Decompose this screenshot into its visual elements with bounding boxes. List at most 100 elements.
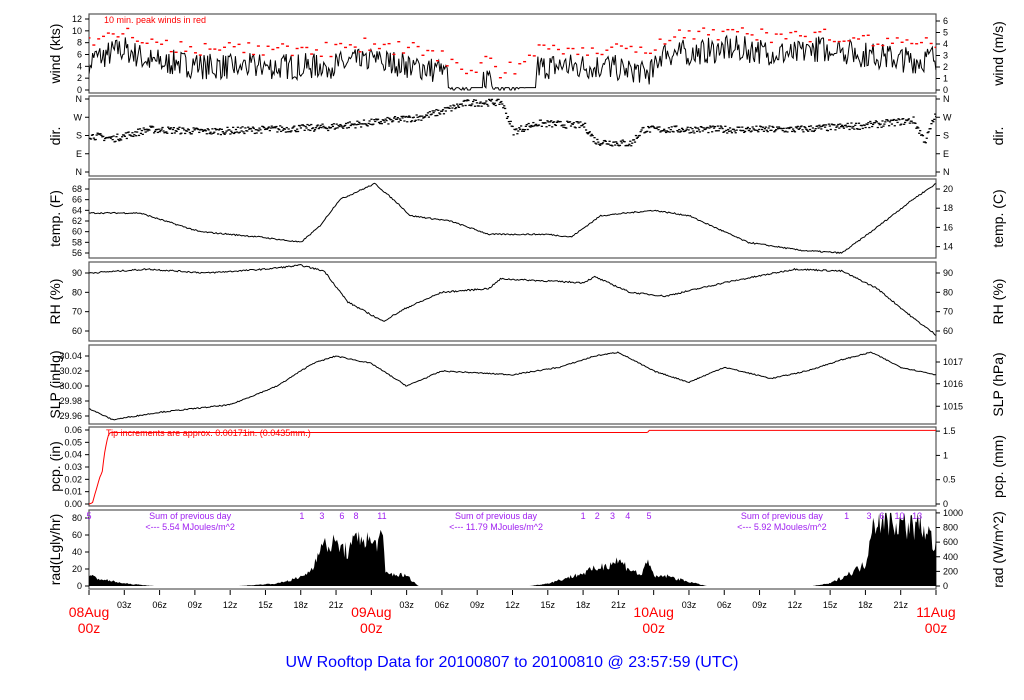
- wind-dir-point: [561, 124, 564, 126]
- wind-dir-point: [931, 119, 934, 122]
- peak-wind-mark: [484, 55, 488, 58]
- wind-dir-point: [336, 127, 339, 129]
- y-axis-label-right: RH (%): [990, 279, 1006, 325]
- wind-dir-point: [750, 130, 753, 132]
- wind-dir-point: [853, 128, 856, 130]
- peak-wind-mark: [252, 53, 256, 56]
- wind-dir-point: [629, 140, 632, 142]
- peak-wind-mark: [924, 37, 928, 39]
- wind-dir-point: [222, 132, 225, 134]
- wind-dir-point: [256, 129, 259, 131]
- wind-dir-point: [426, 112, 430, 114]
- wind-dir-point: [915, 127, 918, 129]
- x-tick-label: 18z: [293, 600, 308, 610]
- wind-dir-point: [747, 129, 750, 132]
- peak-wind-mark: [619, 45, 623, 47]
- wind-dir-point: [390, 119, 393, 121]
- wind-dir-point: [417, 119, 420, 121]
- wind-dir-point: [630, 145, 633, 147]
- wind-dir-point: [339, 123, 342, 126]
- wind-dir-point: [120, 136, 124, 138]
- wind-dir-point: [221, 131, 224, 133]
- wind-dir-point: [342, 127, 345, 129]
- peak-wind-mark: [310, 53, 314, 55]
- wind-dir-point: [522, 130, 526, 132]
- wind-dir-point: [640, 129, 643, 131]
- peak-wind-mark: [348, 44, 352, 46]
- wind-dir-point: [535, 123, 538, 126]
- wind-dir-point: [577, 122, 580, 124]
- wind-dir-point: [167, 126, 170, 128]
- wind-dir-point: [470, 104, 473, 107]
- left-tick-label: 60: [72, 227, 82, 237]
- peak-wind-mark: [160, 43, 164, 45]
- wind-dir-point: [935, 115, 936, 118]
- x-tick-label: 15z: [258, 600, 273, 610]
- wind-dir-point: [520, 125, 523, 127]
- wind-dir-point: [757, 131, 760, 133]
- wind-dir-point: [740, 130, 743, 132]
- peak-wind-mark: [503, 72, 507, 74]
- wind-dir-point: [892, 118, 895, 121]
- right-tick-label: 60: [943, 326, 953, 336]
- wind-dir-point: [727, 128, 730, 131]
- wind-dir-point: [712, 127, 716, 129]
- wind-dir-point: [566, 120, 569, 122]
- wind-dir-point: [869, 120, 872, 123]
- wind-dir-point: [338, 125, 341, 128]
- peak-wind-mark: [755, 39, 759, 41]
- wind-dir-point: [432, 112, 435, 114]
- wind-dir-point: [846, 122, 849, 125]
- wind-dir-point: [514, 129, 517, 131]
- wind-dir-point: [578, 126, 581, 129]
- panel-pcp: 0.00 0.01 0.02 0.03 0.04 0.05 0.06 0 0.5 1 1.5 pcp.…: [47, 425, 1006, 509]
- right-tick-label: N: [943, 167, 950, 177]
- wind-dir-point: [491, 102, 494, 104]
- peak-wind-mark: [653, 49, 657, 51]
- peak-wind-mark: [605, 49, 609, 51]
- wind-dir-point: [449, 105, 452, 107]
- wind-dir-point: [549, 121, 552, 123]
- right-tick-label: 0: [943, 581, 948, 591]
- x-tick-label: 18z: [858, 600, 873, 610]
- wind-dir-point: [729, 130, 733, 132]
- wind-dir-point: [99, 133, 102, 135]
- wind-dir-point: [219, 133, 223, 136]
- wind-dir-point: [717, 130, 720, 132]
- wind-dir-point: [672, 131, 675, 133]
- right-tick-label: 200: [943, 566, 958, 576]
- peak-wind-mark: [324, 41, 328, 44]
- wind-dir-point: [474, 99, 478, 101]
- wind-dir-point: [484, 102, 487, 104]
- wind-dir-point: [159, 129, 162, 132]
- wind-dir-point: [269, 127, 272, 129]
- peak-wind-mark: [673, 36, 677, 38]
- wind-dir-point: [451, 107, 454, 109]
- left-tick-label: 4: [77, 61, 82, 71]
- left-tick-label: 6: [77, 50, 82, 60]
- wind-dir-point: [752, 128, 755, 130]
- peak-wind-mark: [513, 73, 517, 75]
- wind-dir-point: [480, 105, 483, 107]
- wind-dir-point: [728, 127, 732, 129]
- wind-dir-point: [499, 101, 502, 104]
- wind-dir-point: [707, 131, 710, 134]
- wind-dir-point: [228, 129, 231, 131]
- left-tick-label: 56: [72, 248, 82, 258]
- wind-dir-point: [882, 125, 885, 127]
- wind-dir-point: [599, 144, 602, 146]
- wind-dir-point: [810, 130, 814, 132]
- wind-dir-point: [281, 129, 285, 131]
- peak-wind-mark: [866, 34, 870, 36]
- wind-dir-point: [295, 130, 298, 133]
- peak-wind-mark: [339, 42, 343, 45]
- wind-dir-point: [910, 120, 913, 122]
- wind-dir-point: [190, 133, 193, 135]
- peak-wind-mark: [915, 43, 919, 45]
- wind-dir-point: [263, 126, 266, 129]
- hour-mark: 6: [879, 511, 884, 521]
- peak-wind-mark: [634, 51, 638, 53]
- left-tick-label: 0.06: [64, 425, 82, 435]
- peak-wind-mark: [615, 43, 619, 45]
- wind-dir-point: [904, 121, 907, 124]
